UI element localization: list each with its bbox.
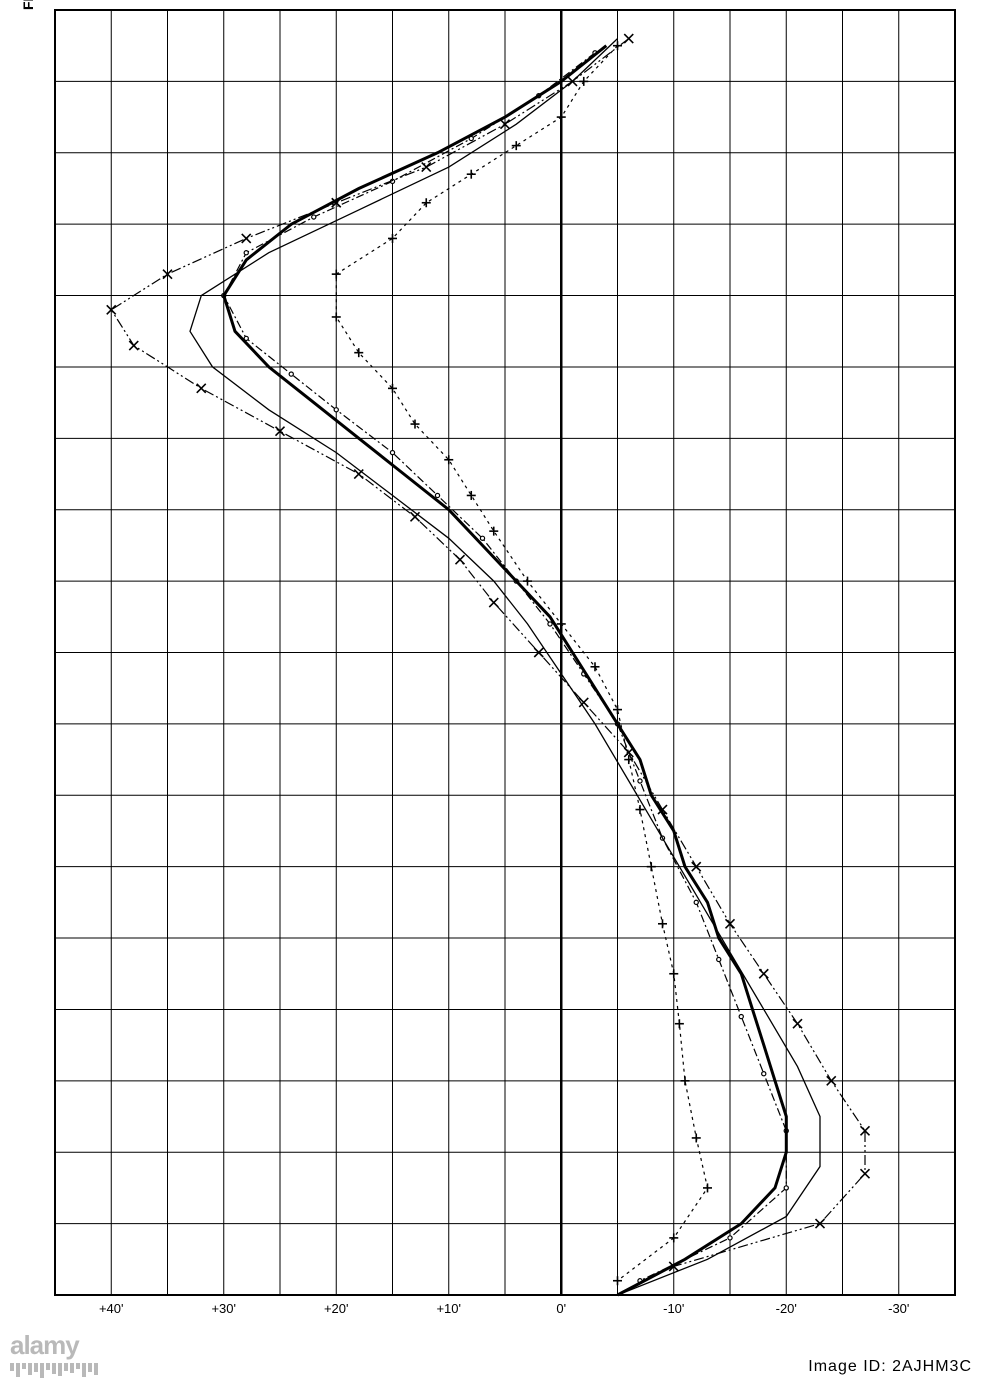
marker-circle bbox=[480, 536, 484, 540]
marker-circle bbox=[244, 251, 248, 255]
marker-circle bbox=[390, 451, 394, 455]
marker-circle bbox=[784, 1186, 788, 1190]
marker-circle bbox=[739, 1014, 743, 1018]
marker-circle bbox=[334, 408, 338, 412]
axis-tick-label: +20' bbox=[324, 1301, 349, 1316]
chart-svg: +40' +30' +20' +10' 0' -10' -20' -30' bbox=[0, 0, 982, 1340]
watermark: alamy bbox=[10, 1330, 130, 1380]
axis-tick-label: +10' bbox=[436, 1301, 461, 1316]
axis-tick-label: -30' bbox=[888, 1301, 909, 1316]
axis-tick-label: -10' bbox=[663, 1301, 684, 1316]
watermark-text: alamy bbox=[10, 1330, 130, 1361]
image-id-label: Image ID: 2AJHM3C bbox=[808, 1358, 972, 1376]
marker-circle bbox=[638, 779, 642, 783]
figure-label: FIGURE 19 bbox=[20, 0, 36, 10]
marker-circle bbox=[312, 215, 316, 219]
watermark-bars-icon bbox=[10, 1363, 130, 1378]
marker-circle bbox=[435, 493, 439, 497]
marker-circle bbox=[289, 372, 293, 376]
axis-tick-label: -20' bbox=[776, 1301, 797, 1316]
page: FIGURE 19 +40' +30' +20' +10' 0' -10' -20' -30'… bbox=[0, 0, 982, 1390]
axis-tick-label: +40' bbox=[99, 1301, 124, 1316]
marker-circle bbox=[728, 1236, 732, 1240]
axis-tick-label: 0' bbox=[556, 1301, 566, 1316]
marker-circle bbox=[762, 1072, 766, 1076]
marker-circle bbox=[548, 622, 552, 626]
marker-circle bbox=[694, 900, 698, 904]
marker-circle bbox=[717, 957, 721, 961]
series-line-plus-dashed bbox=[336, 46, 707, 1281]
axis-tick-label: +30' bbox=[211, 1301, 236, 1316]
